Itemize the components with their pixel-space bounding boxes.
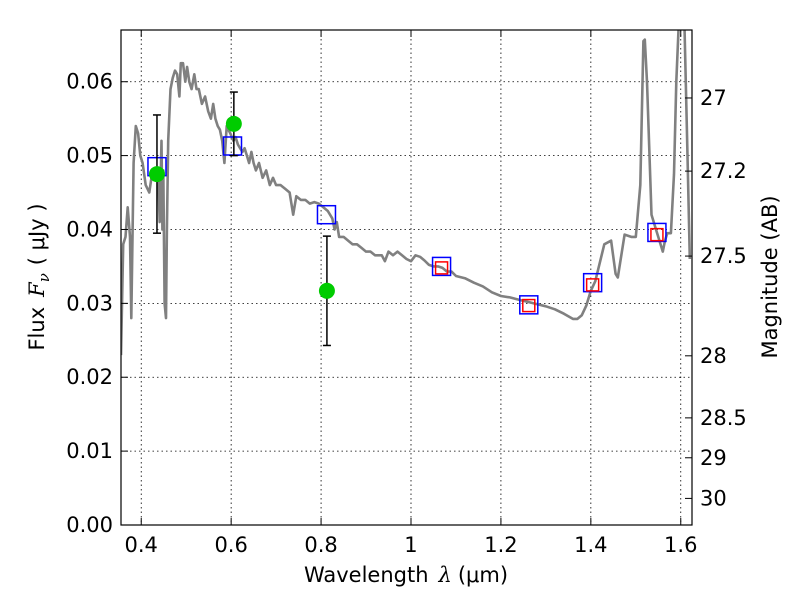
y2-tick-label: 28.5 (700, 406, 747, 430)
y2-tick-label: 28 (700, 344, 727, 368)
markers-layer (147, 91, 667, 347)
x-tick-label: 1 (404, 533, 417, 557)
model-square-blue (316, 204, 337, 225)
model-square-red (434, 261, 449, 275)
y-tick-label: 0.06 (66, 70, 113, 94)
x-axis-title: Wavelength λ (μm) (304, 563, 508, 587)
x-axis: 0.4 0.6 0.8 1 1.2 1.4 1.6 (125, 30, 697, 557)
model-square-blue (431, 256, 452, 277)
grid-lines (121, 30, 692, 526)
y-tick-label: 0.05 (66, 144, 113, 168)
model-square-blue (519, 295, 539, 315)
model-square-red (585, 278, 600, 292)
model-square-red (522, 298, 536, 313)
plot-frame (120, 29, 693, 526)
y-tick-label: 0.00 (66, 513, 113, 537)
y2-tick-label: 29 (700, 446, 727, 470)
observed-point (148, 166, 165, 183)
x-tick-label: 0.8 (304, 533, 337, 557)
model-square-blue (647, 222, 667, 243)
y2-tick-label: 27 (700, 86, 727, 110)
y2-axis: 27 27.2 27.5 28 28.5 29 30 (685, 86, 747, 510)
y-tick-label: 0.02 (66, 365, 113, 389)
x-tick-label: 1.4 (574, 533, 607, 557)
x-tick-label: 1.6 (664, 533, 697, 557)
y-axis-title: FluxFν( μJy ) (25, 203, 53, 350)
y-tick-label: 0.01 (66, 439, 113, 463)
y2-tick-label: 27.5 (700, 244, 747, 268)
y2-axis-title: Magnitude (AB) (758, 195, 782, 358)
y2-tick-label: 27.2 (700, 159, 747, 183)
y-tick-label: 0.04 (66, 217, 113, 241)
model-square-blue (582, 272, 603, 293)
y2-tick-label: 30 (700, 486, 727, 510)
observed-point (225, 115, 242, 132)
y-tick-label: 0.03 (66, 291, 113, 315)
observed-point (318, 282, 335, 299)
spectrum-line (121, 30, 692, 356)
y-axis: 0.00 0.01 0.02 0.03 0.04 0.05 0.06 (66, 70, 128, 537)
series-layer (121, 30, 692, 356)
x-tick-label: 1.2 (484, 533, 517, 557)
x-tick-label: 0.4 (125, 533, 158, 557)
model-square-red (650, 227, 664, 242)
x-tick-label: 0.6 (214, 533, 247, 557)
